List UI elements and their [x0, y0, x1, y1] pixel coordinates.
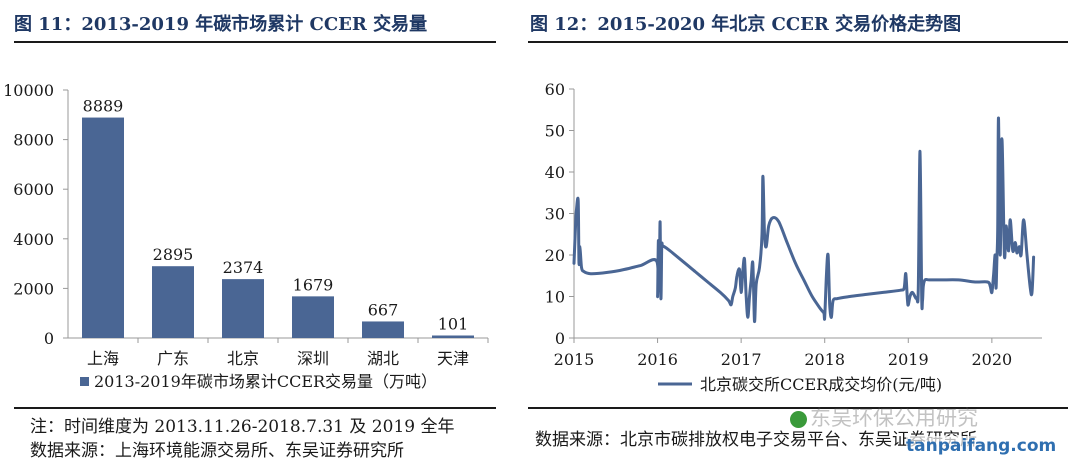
watermark-label: 东吴环保公用研究	[810, 406, 978, 430]
y-tick-label: 10000	[3, 81, 54, 100]
y-tick-label: 30	[545, 205, 565, 224]
y-tick-label: 8000	[13, 131, 54, 150]
y-tick-label: 0	[44, 329, 54, 348]
right-figure-panel: 图 12：2015-2020 年北京 CCER 交易价格走势图 0 10 20 30 4…	[528, 0, 1080, 466]
y-tick-label: 60	[545, 80, 565, 99]
y-tick-label: 40	[545, 163, 565, 182]
left-source: 数据来源：上海环境能源交易所、东吴证券研究所	[30, 441, 404, 461]
y-tick-label: 6000	[13, 180, 54, 199]
y-tick-label: 4000	[13, 230, 54, 249]
left-title-rule	[14, 41, 496, 43]
left-figure-panel: 图 11：2013-2019 年碳市场累计 CCER 交易量 0 2000 4000…	[3, 14, 496, 461]
y-tick-label: 20	[545, 246, 565, 265]
x-tick-label: 2015	[554, 350, 595, 369]
bar-4	[292, 296, 334, 338]
legend-label: 北京碳交所CCER成交均价(元/吨)	[700, 375, 942, 394]
line-chart: 0 10 20 30 40 50 60 2015 2016 2017 2018 2019 2020 北京碳…	[545, 80, 1042, 394]
wechat-icon	[790, 410, 807, 428]
bar-data-label: 8889	[83, 97, 124, 116]
bar-data-label: 2895	[153, 245, 194, 264]
x-category-label: 北京	[227, 349, 259, 368]
y-tick-label: 50	[545, 122, 565, 141]
bar-chart: 0 2000 4000 6000 8000 10000 8889 上海 2895 广东 2374 北京…	[3, 81, 489, 391]
x-category-label: 广东	[157, 349, 189, 368]
x-tick-label: 2019	[888, 350, 929, 369]
x-category-label: 深圳	[297, 349, 329, 368]
right-figure-title: 图 12：2015-2020 年北京 CCER 交易价格走势图	[530, 14, 962, 35]
x-tick-label: 2020	[971, 350, 1012, 369]
x-category-label: 天津	[437, 349, 469, 368]
y-tick-label: 2000	[13, 279, 54, 298]
bar-6	[432, 335, 474, 338]
x-category-label: 上海	[87, 349, 119, 368]
bar-1	[82, 117, 124, 339]
y-tick-label: 10	[545, 288, 565, 307]
x-tick-label: 2018	[804, 350, 845, 369]
bar-3	[222, 279, 264, 338]
x-tick-label: 2016	[637, 350, 678, 369]
x-tick-label: 2017	[721, 350, 762, 369]
left-figure-title: 图 11：2013-2019 年碳市场累计 CCER 交易量	[14, 14, 428, 35]
left-bottom-rule	[14, 407, 496, 409]
right-source: 数据来源：北京市碳排放权电子交易平台、东吴证券研究所	[535, 430, 977, 450]
right-bottom-rule	[528, 407, 1068, 409]
bar-2	[152, 266, 194, 338]
y-tick-label: 0	[555, 329, 565, 348]
legend-label: 2013-2019年碳市场累计CCER交易量（万吨）	[94, 372, 437, 391]
legend-swatch	[80, 377, 89, 386]
watermark-site: tanpaifang.com	[906, 436, 1057, 456]
right-title-rule	[528, 41, 1068, 43]
bar-5	[362, 321, 404, 338]
price-series-line	[572, 116, 1036, 323]
x-category-label: 湖北	[367, 349, 399, 368]
bar-data-label: 101	[438, 314, 469, 333]
bar-data-label: 667	[368, 300, 399, 319]
bar-data-label: 1679	[293, 275, 334, 294]
left-note: 注：时间维度为 2013.11.26-2018.7.31 及 2019 全年	[30, 417, 455, 437]
watermark-text: 东吴环保公用研究	[790, 402, 978, 432]
bar-data-label: 2374	[223, 258, 264, 277]
